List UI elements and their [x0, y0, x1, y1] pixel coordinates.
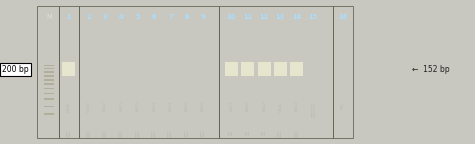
Text: 전우슬: 전우슬	[136, 130, 140, 137]
Bar	[44, 79, 54, 81]
Text: 12: 12	[259, 14, 269, 20]
Text: EA15: EA15	[185, 101, 189, 111]
Bar	[44, 65, 54, 66]
Text: 전우슬: 전우슬	[201, 130, 205, 137]
Bar	[225, 62, 238, 76]
Text: EA11: EA11	[119, 101, 123, 111]
Text: EA13: EA13	[152, 101, 156, 111]
Bar	[274, 62, 287, 76]
Bar	[44, 68, 54, 69]
Bar	[44, 71, 54, 73]
Bar	[44, 75, 54, 77]
Text: EA17: EA17	[229, 101, 233, 111]
Text: 회우슬: 회우슬	[66, 130, 71, 137]
Text: 1: 1	[66, 14, 71, 20]
Text: 14: 14	[292, 14, 301, 20]
Bar	[241, 62, 254, 76]
Text: EA16: EA16	[201, 101, 205, 111]
Bar	[44, 93, 54, 94]
Text: EA19: EA19	[262, 101, 266, 111]
Text: EA20: EA20	[278, 101, 282, 112]
Text: 2: 2	[86, 14, 91, 20]
Text: 5: 5	[135, 14, 140, 20]
Text: 전우슬: 전우슬	[119, 130, 123, 137]
Bar	[290, 62, 303, 76]
Text: NTC: NTC	[341, 101, 345, 109]
Bar	[62, 62, 75, 76]
Text: 전우슬: 전우슬	[152, 130, 156, 137]
Bar	[258, 62, 271, 76]
Text: EA09: EA09	[86, 101, 91, 112]
Text: EA10: EA10	[103, 101, 107, 111]
Bar	[219, 6, 333, 138]
Text: EA21: EA21	[294, 101, 298, 111]
Bar	[44, 106, 54, 107]
Text: 200 bp: 200 bp	[2, 65, 29, 74]
Bar	[44, 113, 54, 115]
Text: 3: 3	[103, 14, 107, 20]
Bar	[44, 83, 54, 85]
Text: 6: 6	[152, 14, 157, 20]
Text: 우슬: 우슬	[246, 130, 250, 135]
Text: 우슬: 우슬	[262, 130, 266, 135]
Bar	[37, 6, 59, 138]
Text: 11: 11	[243, 14, 252, 20]
Text: 4: 4	[119, 14, 124, 20]
Text: M: M	[46, 14, 52, 20]
Text: 9: 9	[200, 14, 205, 20]
Text: 16: 16	[338, 14, 348, 20]
Text: 회우슬: 회우슬	[294, 130, 298, 137]
Bar	[44, 98, 54, 100]
Text: ←  152 bp: ← 152 bp	[412, 65, 450, 74]
Text: EA12: EA12	[136, 101, 140, 111]
Text: EA08: EA08	[66, 101, 71, 112]
Text: EA14: EA14	[168, 101, 172, 111]
Text: 8: 8	[185, 14, 189, 20]
Text: 7: 7	[168, 14, 172, 20]
Text: 전우슬: 전우슬	[103, 130, 107, 137]
Text: EA18: EA18	[246, 101, 250, 111]
Text: 시판음(대조): 시판음(대조)	[311, 101, 314, 116]
Text: 회우슬: 회우슬	[278, 130, 282, 137]
Text: 전우슬: 전우슬	[86, 130, 91, 137]
Bar	[44, 88, 54, 89]
Text: 우슬: 우슬	[229, 130, 233, 135]
Text: 13: 13	[276, 14, 285, 20]
Bar	[333, 6, 353, 138]
Text: 10: 10	[227, 14, 236, 20]
Text: 전우슬: 전우슬	[168, 130, 172, 137]
Text: 전우슬: 전우슬	[185, 130, 189, 137]
Text: 15: 15	[308, 14, 317, 20]
Bar	[59, 6, 79, 138]
Bar	[79, 6, 219, 138]
